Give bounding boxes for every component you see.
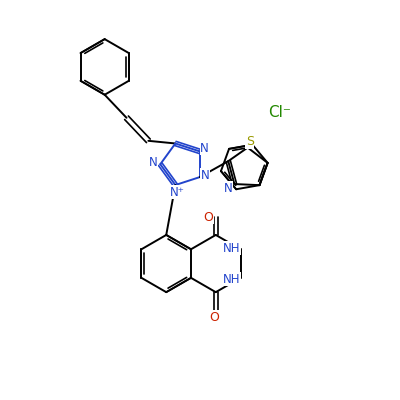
Text: S: S bbox=[246, 135, 254, 148]
Text: O: O bbox=[204, 210, 214, 224]
Text: NH: NH bbox=[223, 272, 240, 286]
Text: N⁺: N⁺ bbox=[170, 186, 185, 199]
Text: N: N bbox=[201, 169, 210, 182]
Text: N: N bbox=[200, 142, 209, 155]
Text: Cl⁻: Cl⁻ bbox=[268, 105, 291, 120]
Text: N: N bbox=[149, 156, 158, 169]
Text: NH: NH bbox=[223, 242, 240, 254]
Text: O: O bbox=[209, 311, 219, 324]
Text: N: N bbox=[224, 182, 232, 194]
